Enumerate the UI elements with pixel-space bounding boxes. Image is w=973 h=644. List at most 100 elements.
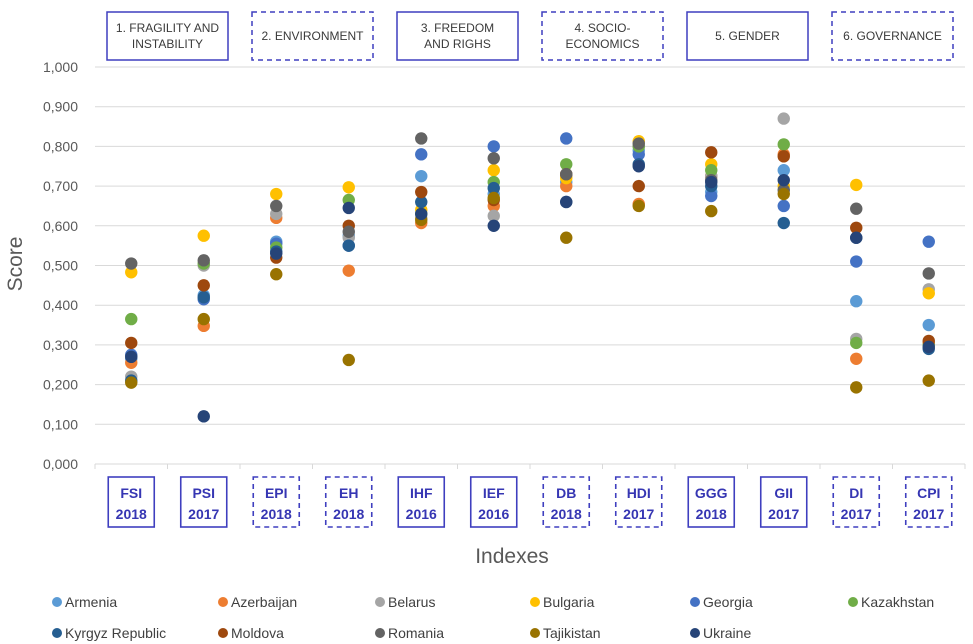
data-point (632, 179, 645, 193)
legend-marker (690, 597, 700, 607)
category-year: 2017 (841, 506, 872, 522)
legend-marker (848, 597, 858, 607)
data-point (777, 150, 790, 163)
legend-label: Romania (388, 625, 444, 641)
group-label: AND RIGHS (424, 37, 491, 51)
data-point (487, 181, 500, 195)
category-box (687, 476, 736, 528)
legend-marker (375, 628, 385, 638)
data-point (415, 169, 428, 183)
data-point (197, 279, 210, 292)
legend-label: Moldova (231, 625, 284, 641)
category-box (759, 476, 808, 528)
group-box (541, 11, 664, 61)
data-point (560, 167, 573, 181)
data-point (632, 199, 645, 213)
category-box (832, 476, 881, 528)
data-point (560, 195, 573, 209)
group-box (686, 11, 809, 61)
category-label: GII (774, 485, 793, 501)
data-point (487, 191, 500, 205)
legend-marker (52, 628, 62, 638)
y-axis: 0,000 0,100 0,200 0,300 0,400 0,500 0,600 0,700… (43, 59, 78, 472)
data-points (125, 112, 935, 423)
data-point (197, 312, 210, 326)
legend-marker (375, 597, 385, 607)
group-box (106, 11, 229, 61)
y-tick-label: 0,000 (43, 456, 78, 472)
data-point (560, 231, 573, 244)
category-label: DI (849, 485, 863, 501)
category-year: 2018 (551, 506, 582, 522)
data-point (777, 199, 790, 213)
legend-label: Tajikistan (543, 625, 601, 641)
legend-label: Armenia (65, 594, 117, 610)
data-point (125, 376, 138, 389)
data-point (125, 257, 138, 270)
category-year: 2016 (406, 506, 437, 522)
group-box (831, 11, 954, 61)
category-label: HDI (627, 485, 651, 501)
group-label: INSTABILITY (132, 37, 203, 51)
data-point (415, 132, 428, 145)
x-axis-title: Indexes (475, 545, 549, 568)
y-tick-label: 0,800 (43, 138, 78, 154)
category-label: DB (556, 485, 576, 501)
legend-marker (52, 597, 62, 607)
data-point (270, 247, 283, 260)
data-point (632, 160, 645, 173)
group-box (251, 11, 374, 61)
data-point (560, 132, 573, 145)
category-label: IEF (483, 485, 505, 501)
data-point (850, 295, 863, 308)
category-year: 2018 (696, 506, 727, 522)
category-year: 2018 (261, 506, 292, 522)
data-point (487, 152, 500, 165)
legend-marker (530, 597, 540, 607)
legend: Armenia Azerbaijan Belarus Bulgaria Georgia K… (52, 594, 934, 641)
group-label: 2. ENVIRONMENT (261, 29, 364, 43)
data-point (415, 207, 428, 221)
category-year: 2018 (116, 506, 147, 522)
data-point (850, 255, 863, 268)
data-point (125, 266, 138, 279)
category-year: 2017 (913, 506, 944, 522)
category-label: IHF (410, 485, 433, 501)
data-point (777, 164, 790, 177)
data-point (850, 336, 863, 350)
data-point (342, 264, 355, 277)
data-point (850, 221, 863, 234)
data-point (560, 158, 573, 171)
y-tick-label: 0,600 (43, 218, 78, 234)
data-point (415, 185, 428, 199)
data-point (197, 410, 210, 423)
y-tick-label: 0,300 (43, 337, 78, 353)
data-point (922, 287, 935, 300)
data-point (850, 352, 863, 365)
data-point (777, 138, 790, 151)
data-point (197, 254, 210, 267)
y-tick-label: 0,400 (43, 297, 78, 313)
legend-label: Bulgaria (543, 594, 595, 610)
y-tick-label: 0,700 (43, 178, 78, 194)
category-year: 2017 (188, 506, 219, 522)
group-box (396, 11, 519, 61)
category-box (469, 476, 518, 528)
legend-label: Kyrgyz Republic (65, 625, 166, 641)
category-year: 2018 (333, 506, 364, 522)
data-point (705, 164, 718, 177)
group-headers: 1. FRAGILITY AND INSTABILITY 2. ENVIRONMEN… (106, 11, 954, 61)
y-tick-label: 0,500 (43, 258, 78, 274)
category-box (904, 476, 953, 528)
data-point (415, 148, 428, 161)
y-tick-label: 0,100 (43, 416, 78, 432)
data-point (850, 231, 863, 244)
category-label: EH (339, 485, 358, 501)
data-point (487, 209, 500, 223)
category-box (107, 476, 156, 528)
category-box (179, 476, 228, 528)
data-point (850, 178, 863, 192)
data-point (342, 239, 355, 252)
data-point (850, 202, 863, 215)
